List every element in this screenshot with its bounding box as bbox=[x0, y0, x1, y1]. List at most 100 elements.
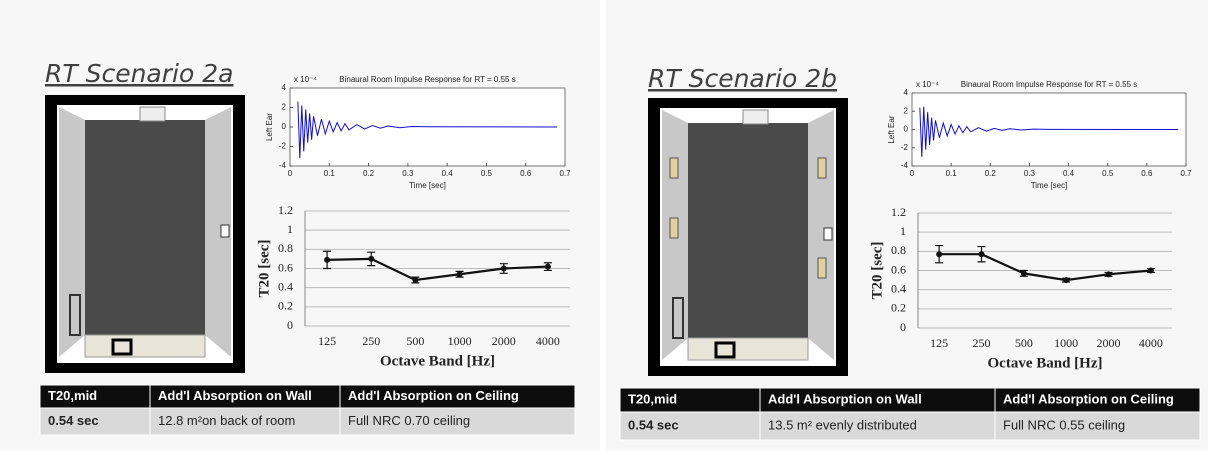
table-cell: 13.5 m² evenly distributed bbox=[768, 417, 917, 432]
point bbox=[544, 263, 551, 270]
point bbox=[978, 251, 985, 258]
point bbox=[936, 251, 943, 258]
table-header: Add'l Absorption on Ceiling bbox=[1003, 391, 1174, 406]
x-axis-title: Time [sec] bbox=[1031, 181, 1068, 190]
x-tick-label: 2000 bbox=[1097, 336, 1121, 350]
point bbox=[1063, 277, 1070, 284]
series-line bbox=[939, 253, 1151, 282]
x-tick-label: 0.4 bbox=[442, 169, 454, 178]
room-model bbox=[648, 98, 848, 376]
chart-title: Binaural Room Impulse Response for RT = … bbox=[961, 80, 1137, 89]
x-tick-label: 1000 bbox=[448, 334, 472, 348]
point bbox=[1147, 267, 1154, 274]
table-cell-bg bbox=[994, 411, 1201, 441]
y-tick-label: 0.2 bbox=[278, 299, 293, 313]
x-tick-label: 0.6 bbox=[1141, 169, 1153, 178]
x-tick-label: 500 bbox=[406, 334, 424, 348]
y-tick-label: 0 bbox=[287, 318, 293, 332]
x-tick-label: 0.3 bbox=[1024, 169, 1036, 178]
point bbox=[1020, 270, 1027, 277]
x-tick-label: 0.5 bbox=[481, 169, 493, 178]
table-cell: Full NRC 0.70 ceiling bbox=[348, 413, 470, 428]
table-header-cell bbox=[994, 387, 1201, 413]
y-tick-label: 4 bbox=[282, 83, 287, 92]
y-tick-label: 0.6 bbox=[891, 262, 906, 276]
slide-title: RT Scenario 2b bbox=[648, 64, 837, 93]
y-tick-label: 0 bbox=[904, 125, 909, 134]
table-cell: 0.54 sec bbox=[628, 417, 679, 432]
x-tick-label: 0.3 bbox=[402, 169, 414, 178]
x-tick-label: 2000 bbox=[492, 334, 516, 348]
y-tick-label: 2 bbox=[282, 103, 287, 112]
y-tick-label: 0.8 bbox=[891, 243, 906, 257]
y-tick-label: 4 bbox=[904, 88, 909, 97]
y-tick-label: 0.2 bbox=[891, 301, 906, 315]
chart-title: Binaural Room Impulse Response for RT = … bbox=[339, 75, 515, 84]
y-tick-label: 0.4 bbox=[891, 281, 906, 295]
y-axis-title: Left Ear bbox=[887, 115, 896, 143]
x-tick-label: 0.1 bbox=[324, 169, 336, 178]
x-axis-title: Time [sec] bbox=[409, 181, 446, 190]
waveform bbox=[297, 101, 558, 159]
x-tick-label: 250 bbox=[362, 334, 380, 348]
room-model bbox=[45, 95, 245, 373]
series-line bbox=[327, 257, 548, 282]
x-tick-label: 0.7 bbox=[1180, 169, 1192, 178]
point bbox=[456, 271, 463, 278]
y-tick-label: 2 bbox=[904, 106, 909, 115]
x-tick-label: 0.6 bbox=[520, 169, 532, 178]
y-axis-title: T20 [sec] bbox=[256, 240, 272, 298]
y-axis-title: T20 [sec] bbox=[869, 242, 885, 300]
x-tick-label: 0.4 bbox=[1063, 169, 1075, 178]
table-header: Add'l Absorption on Wall bbox=[158, 388, 312, 403]
point bbox=[324, 256, 331, 263]
table-header: Add'l Absorption on Wall bbox=[768, 391, 922, 406]
x-tick-label: 125 bbox=[318, 334, 336, 348]
point bbox=[1105, 271, 1112, 278]
x-tick-label: 125 bbox=[930, 336, 948, 350]
table-cell: 12.8 m²on back of room bbox=[158, 413, 295, 428]
x-axis-title: Octave Band [Hz] bbox=[380, 353, 495, 369]
table-cell-bg bbox=[759, 411, 996, 441]
table-header: T20,mid bbox=[628, 391, 677, 406]
y-tick-label: 0.8 bbox=[278, 241, 293, 255]
x-tick-label: 4000 bbox=[536, 334, 560, 348]
y-tick-label: -4 bbox=[279, 161, 287, 170]
x-tick-label: 0 bbox=[288, 169, 293, 178]
y-tick-label: 1 bbox=[287, 222, 293, 236]
y-tick-label: 0 bbox=[282, 122, 287, 131]
y-axis-title: Left Ear bbox=[265, 113, 274, 141]
waveform bbox=[919, 106, 1179, 157]
y-tick-label: 1.2 bbox=[278, 203, 293, 217]
x-tick-label: 500 bbox=[1015, 336, 1033, 350]
point bbox=[500, 265, 507, 272]
x-tick-label: 0.5 bbox=[1102, 169, 1114, 178]
table-cell: Full NRC 0.55 ceiling bbox=[1003, 417, 1125, 432]
table-cell-bg bbox=[339, 407, 576, 436]
table-cell: 0.54 sec bbox=[48, 413, 99, 428]
y-tick-label: 0.6 bbox=[278, 260, 293, 274]
axis-multiplier: x 10⁻⁴ bbox=[294, 75, 317, 84]
x-tick-label: 0.1 bbox=[946, 169, 958, 178]
y-tick-label: 1 bbox=[900, 224, 906, 238]
y-tick-label: 0.4 bbox=[278, 279, 293, 293]
table-cell-bg bbox=[619, 411, 761, 441]
y-tick-label: 0 bbox=[900, 320, 906, 334]
table-cell-bg bbox=[149, 407, 341, 436]
x-axis-title: Octave Band [Hz] bbox=[988, 355, 1103, 371]
slide-title: RT Scenario 2a bbox=[45, 59, 233, 88]
y-tick-label: -4 bbox=[901, 161, 909, 170]
x-tick-label: 1000 bbox=[1054, 336, 1078, 350]
table-header: Add'l Absorption on Ceiling bbox=[348, 388, 519, 403]
x-tick-label: 4000 bbox=[1139, 336, 1163, 350]
y-tick-label: -2 bbox=[901, 143, 909, 152]
y-tick-label: 1.2 bbox=[891, 205, 906, 219]
x-tick-label: 0.7 bbox=[559, 169, 571, 178]
x-tick-label: 250 bbox=[973, 336, 991, 350]
x-tick-label: 0 bbox=[910, 169, 915, 178]
y-tick-label: -2 bbox=[279, 142, 287, 151]
point bbox=[368, 255, 375, 262]
x-tick-label: 0.2 bbox=[985, 169, 997, 178]
table-header: T20,mid bbox=[48, 388, 97, 403]
